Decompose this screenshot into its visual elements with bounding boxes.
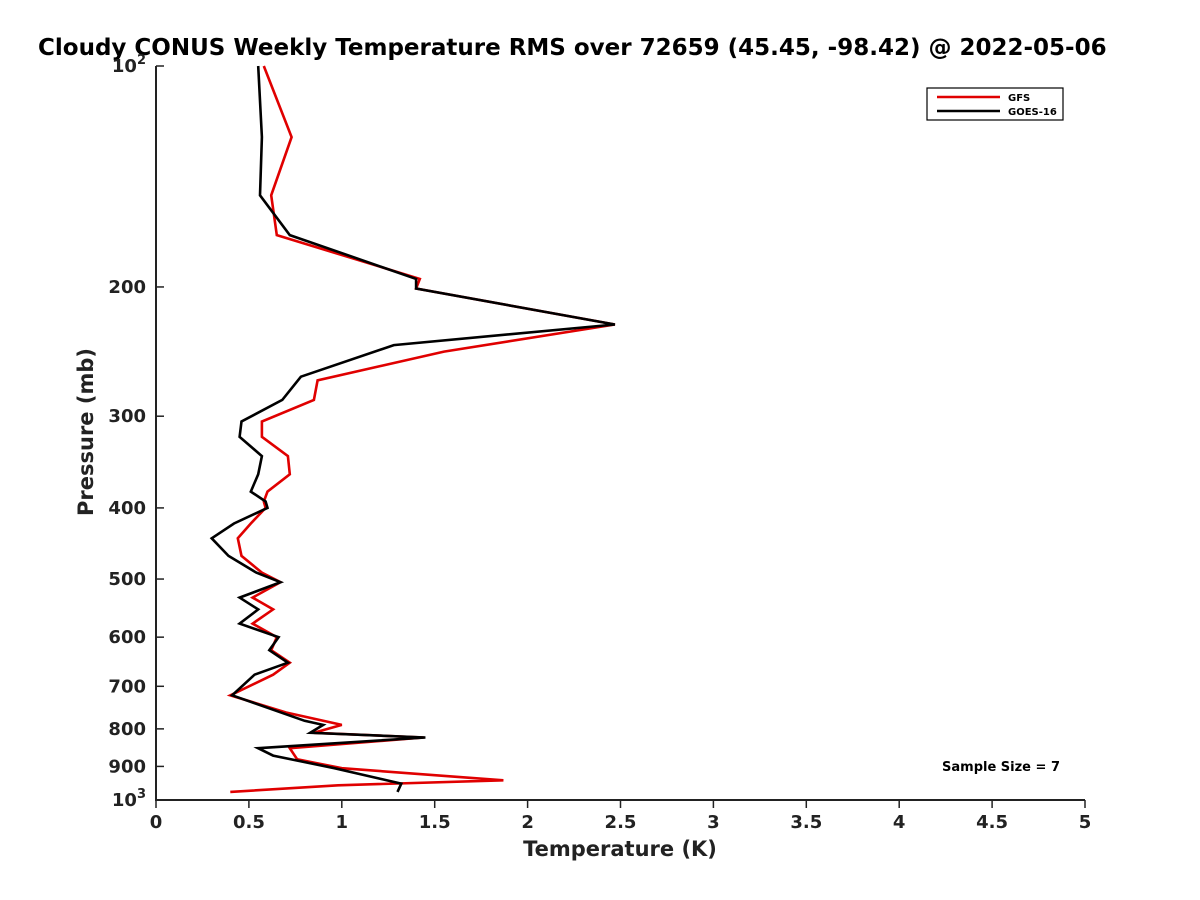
x-tick-label: 3 — [707, 812, 720, 833]
y-axis: 102 200 300 400 500 600 700 800 900 103 — [108, 53, 164, 811]
y-tick-label: 900 — [108, 756, 146, 777]
y-tick-label: 800 — [108, 719, 146, 740]
y-tick-label: 102 — [112, 53, 146, 77]
x-tick-label: 0.5 — [233, 812, 265, 833]
x-axis: 0 0.5 1 1.5 2 2.5 3 3.5 4 4.5 5 — [150, 800, 1092, 833]
x-tick-label: 5 — [1079, 812, 1092, 833]
y-tick-label: 600 — [108, 627, 146, 648]
x-tick-label: 4.5 — [976, 812, 1008, 833]
x-tick-label: 2.5 — [605, 812, 637, 833]
y-tick-label: 200 — [108, 277, 146, 298]
legend-entry-label: GFS — [1008, 93, 1030, 104]
series-layer — [209, 65, 616, 794]
y-tick-label: 400 — [108, 498, 146, 519]
y-tick-label: 300 — [108, 406, 146, 427]
axis-lines — [155, 66, 1085, 801]
series-line-gfs — [226, 65, 616, 794]
legend-entry-label: GOES-16 — [1008, 107, 1057, 118]
legend-box — [926, 87, 1064, 121]
x-tick-label: 3.5 — [790, 812, 822, 833]
sample-size-annotation: Sample Size = 7 — [942, 760, 1060, 775]
plot-area: 0 0.5 1 1.5 2 2.5 3 3.5 4 4.5 5 102 200 300 400 500 600… — [108, 53, 1091, 833]
x-tick-label: 1 — [336, 812, 349, 833]
y-axis-label: Pressure (mb) — [74, 348, 98, 516]
y-tick-label: 500 — [108, 569, 146, 590]
x-tick-label: 0 — [150, 812, 163, 833]
series-line-goes-16 — [209, 65, 616, 793]
x-axis-label: Temperature (K) — [523, 837, 717, 861]
y-tick-label: 103 — [112, 787, 146, 811]
chart-title: Cloudy CONUS Weekly Temperature RMS over… — [38, 35, 1107, 61]
x-tick-label: 4 — [893, 812, 906, 833]
y-tick-label: 700 — [108, 676, 146, 697]
x-tick-label: 2 — [521, 812, 534, 833]
x-tick-label: 1.5 — [419, 812, 451, 833]
legend: GFS GOES-16 — [926, 87, 1064, 121]
